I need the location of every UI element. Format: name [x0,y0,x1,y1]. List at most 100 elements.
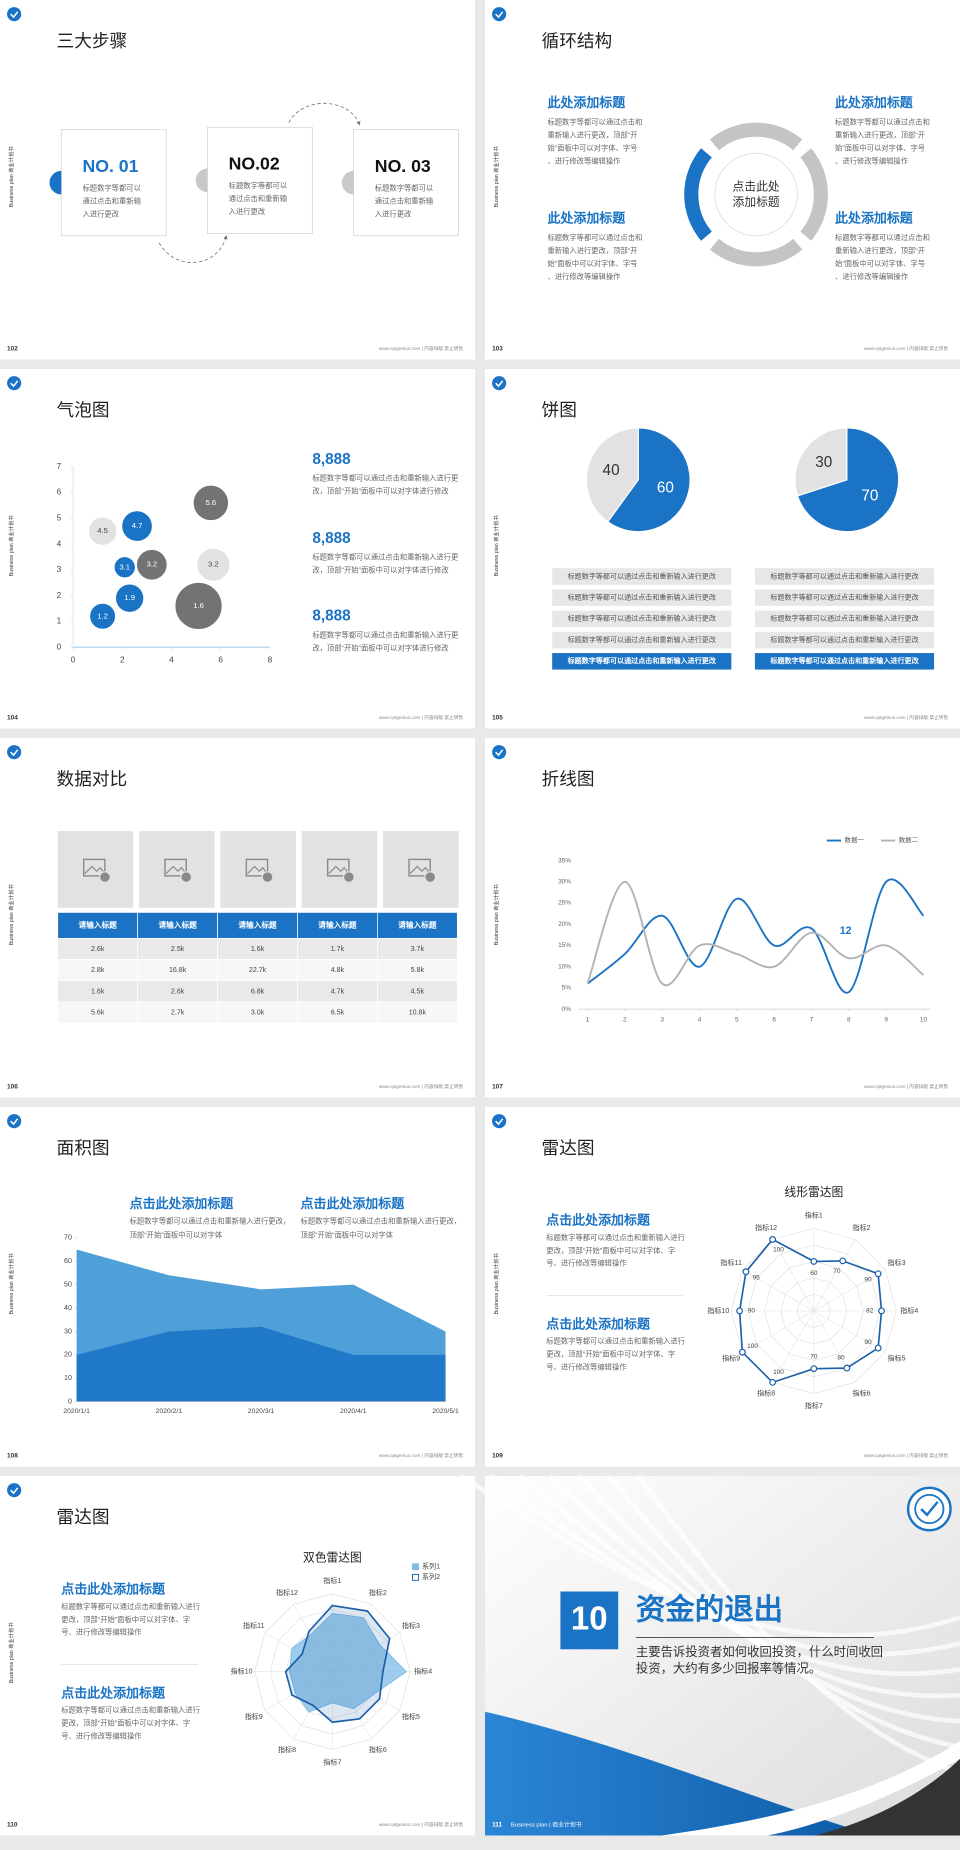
axis-label: 指标12 [276,1588,298,1597]
radar-point [742,1268,750,1276]
pie-label: 30 [815,454,832,471]
bubble-label: 3.1 [119,562,130,571]
logo [492,1114,507,1129]
pie-slice [796,427,900,533]
footer: www.cptgenius.com | 内容排版 禁止转售 [864,345,949,352]
text-line: 改，顶部“开始”面板中可以对字体进行修改 [312,565,449,574]
block-text: 标题数字等都可以通过点击和重新输入进行更改，顶部“开始”面板中可以对字体、字号、… [547,118,642,166]
bubble-label: 3.2 [146,560,157,569]
text-line: 始”面板中可以对字体、字号 [547,259,637,268]
section-title: 资金的退出 [636,1592,783,1626]
data-label: 82 [866,1308,874,1315]
logo [7,376,22,391]
connector [158,235,228,263]
slide-title: 循环结构 [542,31,613,51]
text-line: 标题数字等都可以通过点击和 [835,233,930,242]
axis-label: 指标3 [887,1258,905,1267]
legend-label: 系列1 [422,1562,440,1571]
caption-text: 标题数字等都可以通过点击和重新输入进行更改 [568,614,716,623]
logo [10,380,19,388]
text-line: 标题数字等都可以通过点击和重新输入进行更 [312,474,459,483]
logo [492,7,507,22]
image-icon [328,865,349,874]
slide-background [485,1107,960,1467]
caption-bar [552,589,732,606]
slide: Business plan 商业计划书 雷达图 www.cptgenius.com … [485,1107,960,1467]
table-header: 请输入标题 [158,919,197,929]
area-series [76,1326,446,1402]
text-line: 标题数字等都可以通过点击和重新输入进行 [546,1336,685,1345]
text-line: 号、进行修改等编辑操作 [61,1731,142,1740]
legend-swatch [412,1573,419,1581]
slide-title: 三大步骤 [57,31,128,51]
text-line: 标题数字等都可以通过点击和 [547,118,642,127]
footer: www.cptgenius.com | 内容排版 禁止转售 [379,1452,464,1459]
block-heading: 此处添加标题 [835,95,913,110]
blue-wave [485,1711,874,1836]
radar-point [736,1307,744,1315]
table-cell-text: 4.8k [331,967,345,974]
legend-label: 数据二 [899,835,919,844]
note-text: 标题数字等都可以通过点击和重新输入进行更改，顶部“开始”面板中可以对字体进行修改 [312,553,459,575]
logo [495,1118,504,1126]
table-cell-text: 6.8k [251,988,265,995]
text-line: 入进行更改 [83,209,120,218]
x-tick-label: 9 [884,1016,888,1023]
bubble [121,510,153,542]
block-heading: 此处添加标题 [547,95,625,110]
block-text: 标题数字等都可以通过点击和重新输入进行更改，顶部“开始”面板中可以对字体、字号、… [835,233,930,281]
x-tick-label: 8 [847,1016,851,1023]
table-header-cell [297,912,378,939]
annotation: 12 [840,925,852,937]
side-label: Business plan 商业计划书 [492,1253,500,1315]
step-marker [341,170,354,195]
cycle-arrow [684,148,713,241]
logo [10,749,19,757]
bubble-label: 1.9 [124,593,135,602]
x-tick-label: 2 [623,1016,627,1023]
table-cell-text: 4.5k [411,988,425,995]
slide-background [485,738,960,1098]
logo [495,749,504,757]
side-label: Business plan 商业计划书 [7,146,15,208]
bubble-label: 1.2 [97,611,108,620]
logo [10,1487,19,1495]
text-line: 投资，大约有多少回报率等情况。 [636,1661,821,1676]
text-line: 入进行更改 [375,209,412,218]
text-line: 标题数字等都可以通过点击和 [547,233,642,242]
footer: www.cptgenius.com | 内容排版 禁止转售 [379,1083,464,1090]
y-tick-label: 7 [57,462,62,471]
y-tick-label: 35% [558,857,571,864]
spoke [742,1310,814,1353]
axis-label: 指标5 [402,1712,420,1721]
logo [10,11,19,19]
note-text: 标题数字等都可以通过点击和重新输入进行更改，顶部“开始”面板中可以对字体、字号、… [61,1705,200,1740]
slide: Business plan 商业计划书 折线图 www.cptgenius.com … [485,738,960,1098]
axis-label: 指标10 [707,1306,729,1315]
note-text: 标题数字等都可以通过点击和重新输入进行更改，顶部“开始”面板中可以对字体进行修改 [312,630,459,652]
note-heading: 点击此处添加标题 [61,1685,165,1700]
logo [492,376,507,391]
footer: www.cptgenius.com | 内容排版 禁止转售 [379,1821,464,1828]
text-line: 更改，顶部“开始”面板中可以对字体、字 [546,1349,675,1358]
text-line: 更改，顶部“开始”面板中可以对字体、字 [546,1246,675,1255]
x-tick-label: 6 [218,655,223,664]
center-text: 点击此处 [733,181,780,194]
axis-label: 指标12 [755,1223,777,1232]
bubble [89,602,117,630]
bubble-label: 1.6 [193,601,204,610]
x-tick-label: 2020/1/1 [63,1408,90,1415]
text-line: 始”面板中可以对字体、字号 [835,259,925,268]
text-line: 更改，顶部“开始”面板中可以对字体、字 [61,1718,190,1727]
bubble [174,581,223,630]
slide-background [0,369,475,729]
radar-point [874,1344,882,1352]
text-line: 主要告诉投资者如何收回投资，什么时间收回 [636,1644,883,1659]
caption-text: 标题数字等都可以通过点击和重新输入进行更改 [567,656,717,665]
radar-point [874,1270,882,1278]
block-text: 标题数字等都可以通过点击和重新输入进行更改，顶部“开始”面板中可以对字体、字号、… [835,118,930,166]
x-tick-label: 1 [586,1016,590,1023]
caption-text: 标题数字等都可以通过点击和重新输入进行更改 [769,656,919,665]
caption-bar [754,653,935,670]
note-heading: 点击此处添加标题 [130,1196,234,1211]
